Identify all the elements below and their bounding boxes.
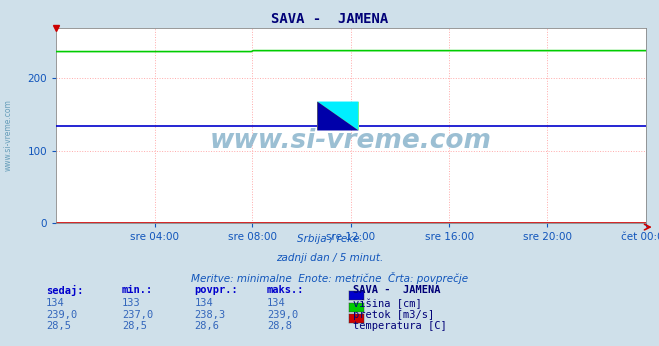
Text: 28,8: 28,8: [267, 321, 292, 331]
Text: maks.:: maks.:: [267, 285, 304, 295]
Text: SAVA -  JAMENA: SAVA - JAMENA: [353, 285, 440, 295]
Text: povpr.:: povpr.:: [194, 285, 238, 295]
Text: 133: 133: [122, 298, 140, 308]
Text: višina [cm]: višina [cm]: [353, 298, 421, 309]
Text: 28,5: 28,5: [46, 321, 71, 331]
Text: pretok [m3/s]: pretok [m3/s]: [353, 310, 434, 320]
Text: www.si-vreme.com: www.si-vreme.com: [3, 99, 13, 171]
Polygon shape: [317, 101, 358, 130]
Text: min.:: min.:: [122, 285, 153, 295]
Text: zadnji dan / 5 minut.: zadnji dan / 5 minut.: [276, 253, 383, 263]
Polygon shape: [317, 101, 358, 130]
Text: Meritve: minimalne  Enote: metrične  Črta: povprečje: Meritve: minimalne Enote: metrične Črta:…: [191, 272, 468, 284]
Text: 28,5: 28,5: [122, 321, 147, 331]
Text: 238,3: 238,3: [194, 310, 225, 320]
Text: www.si-vreme.com: www.si-vreme.com: [210, 128, 492, 154]
Text: 134: 134: [46, 298, 65, 308]
Text: sedaj:: sedaj:: [46, 285, 84, 297]
Polygon shape: [317, 101, 358, 130]
Text: 239,0: 239,0: [267, 310, 298, 320]
Text: temperatura [C]: temperatura [C]: [353, 321, 446, 331]
Text: 237,0: 237,0: [122, 310, 153, 320]
Text: SAVA -  JAMENA: SAVA - JAMENA: [271, 12, 388, 26]
Text: 134: 134: [267, 298, 285, 308]
Text: 239,0: 239,0: [46, 310, 77, 320]
Text: 28,6: 28,6: [194, 321, 219, 331]
Text: Srbija / reke.: Srbija / reke.: [297, 234, 362, 244]
Text: 134: 134: [194, 298, 213, 308]
